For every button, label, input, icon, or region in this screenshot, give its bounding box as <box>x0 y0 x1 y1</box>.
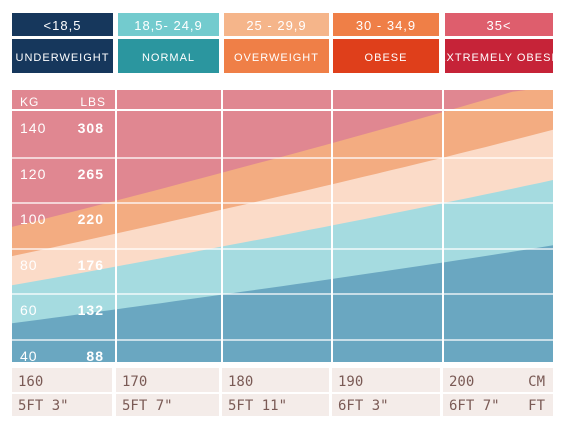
y-tick-kg: 140 <box>20 120 46 136</box>
y-tick-lbs: 88 <box>86 348 104 364</box>
legend-range-text: 30 - 34,9 <box>356 18 416 33</box>
x-axis-footer: 160 5FT 3" 170 5FT 7" 180 5FT 11" 190 6FT 3" 200… <box>12 368 553 416</box>
legend-category-box <box>445 39 553 73</box>
x-tick-ft-cell <box>222 394 329 416</box>
y-tick-kg: 60 <box>20 302 38 318</box>
x-tick-ft: 5FT 7" <box>122 398 173 414</box>
x-tick-cm-cell <box>116 368 219 392</box>
x-tick-ft: 6FT 7" <box>449 398 500 414</box>
legend-range-box <box>12 13 113 36</box>
y-tick-lbs: 176 <box>78 257 104 273</box>
x-tick-ft: 6FT 3" <box>338 398 389 414</box>
x-tick-ft-cell <box>116 394 219 416</box>
legend-category-box <box>12 39 113 73</box>
legend-category-text: NORMAL <box>142 52 195 64</box>
y-unit-lbs: LBS <box>80 95 106 109</box>
x-tick-ft-cell <box>12 394 112 416</box>
x-tick-cm: 200 <box>449 374 474 390</box>
legend-range-box <box>445 13 553 36</box>
x-tick-cm: 180 <box>228 374 253 390</box>
x-tick-cm: 160 <box>18 374 43 390</box>
legend-category-text: OVERWEIGHT <box>234 52 319 64</box>
y-tick-lbs: 220 <box>78 211 104 227</box>
y-tick-lbs: 308 <box>78 120 104 136</box>
y-tick-kg: 120 <box>20 166 46 182</box>
x-unit-cm: CM <box>528 374 545 390</box>
x-tick-ft: 5FT 3" <box>18 398 69 414</box>
legend-range-text: 25 - 29,9 <box>246 18 306 33</box>
legend-category-box <box>333 39 439 73</box>
legend-range-text: 18,5- 24,9 <box>134 18 203 33</box>
y-tick-kg: 40 <box>20 348 38 364</box>
legend-category-text: UNDERWEIGHT <box>16 52 110 64</box>
y-axis: KG LBS 140 308 120 265 100 220 80 176 60 132 40 88 <box>20 95 106 364</box>
legend: <18,5 UNDERWEIGHT 18,5- 24,9 NORMAL 25 - 29,… <box>12 13 560 73</box>
x-tick-cm-cell <box>222 368 329 392</box>
legend-category-text: OBESE <box>365 52 408 64</box>
y-tick-kg: 100 <box>20 211 46 227</box>
x-tick-ft-cell <box>443 394 553 416</box>
x-tick-cm: 170 <box>122 374 147 390</box>
legend-category-text: EXTREMELY OBESE <box>438 52 560 64</box>
x-tick-cm-cell <box>443 368 553 392</box>
x-unit-ft: FT <box>528 398 545 414</box>
legend-category-box <box>224 39 329 73</box>
y-tick-lbs: 132 <box>78 302 104 318</box>
legend-range-text: 35< <box>486 18 511 33</box>
y-tick-lbs: 265 <box>78 166 104 182</box>
legend-range-text: <18,5 <box>44 18 82 33</box>
zone-underweight <box>12 245 553 362</box>
x-tick-ft: 5FT 11" <box>228 398 287 414</box>
legend-range-box <box>333 13 439 36</box>
y-tick-kg: 80 <box>20 257 38 273</box>
y-unit-kg: KG <box>20 95 39 109</box>
legend-range-box <box>224 13 329 36</box>
grid <box>12 90 553 362</box>
x-tick-ft-cell <box>332 394 440 416</box>
legend-range-box <box>118 13 219 36</box>
legend-category-box <box>118 39 219 73</box>
x-tick-cm: 190 <box>338 374 363 390</box>
x-tick-cm-cell <box>12 368 112 392</box>
x-tick-cm-cell <box>332 368 440 392</box>
